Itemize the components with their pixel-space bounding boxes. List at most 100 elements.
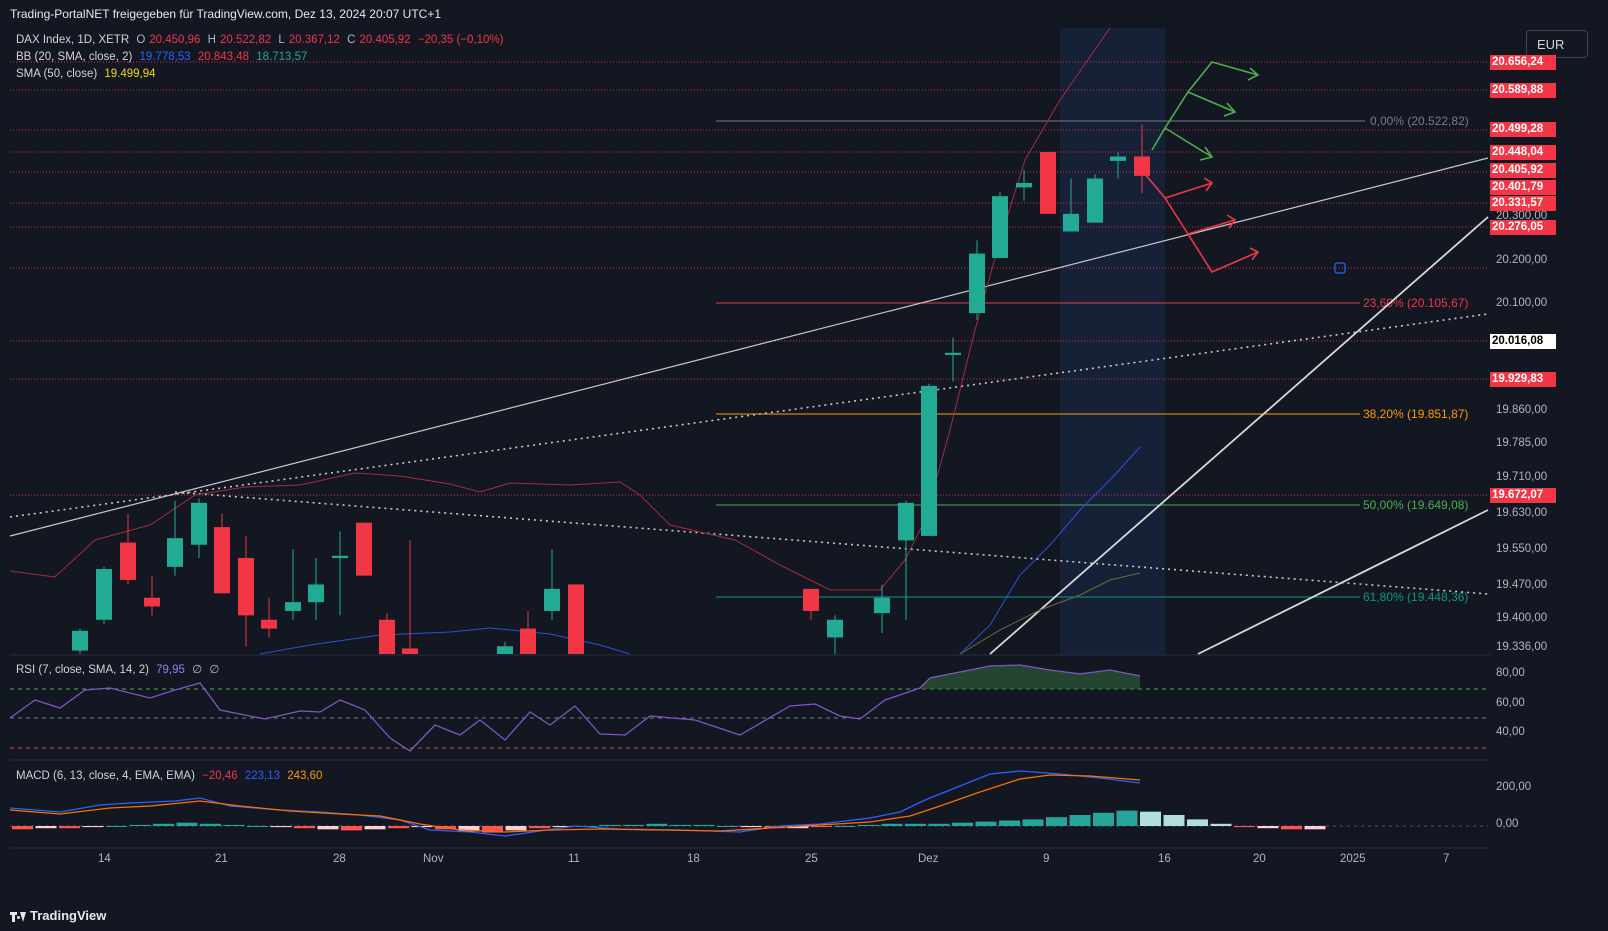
candle-body[interactable] — [191, 502, 207, 545]
arrow-bull-path-3 — [1164, 127, 1213, 158]
arrow-bear-path-3 — [1164, 182, 1213, 199]
legend-rsi-extra-1: ∅ — [192, 664, 203, 676]
candle-body[interactable] — [1087, 178, 1103, 223]
candle-body[interactable] — [1016, 182, 1032, 188]
price-tick: 19.630,00 — [1496, 507, 1548, 519]
macd-bar — [740, 826, 762, 828]
macd-bar — [834, 826, 856, 827]
candle-body[interactable] — [308, 584, 324, 603]
arrow-bull-path-2 — [1187, 91, 1236, 113]
candle-body[interactable] — [214, 527, 230, 594]
legend-bb-basis: 19.778,53 — [139, 51, 191, 63]
candle-body[interactable] — [332, 555, 348, 558]
currency-button[interactable]: EUR — [1526, 30, 1588, 58]
macd-tick: 0,00 — [1496, 818, 1519, 830]
candle-body[interactable] — [120, 542, 136, 581]
candle-body[interactable] — [827, 619, 843, 638]
candle-body[interactable] — [945, 352, 961, 356]
macd-bar — [858, 824, 879, 826]
candle-body[interactable] — [144, 597, 160, 607]
hline-group — [10, 61, 1488, 496]
trendline-upper[interactable] — [9, 157, 1489, 537]
price-tick: 19.550,00 — [1496, 543, 1548, 555]
legend-sma-title: SMA (50, close) — [16, 68, 98, 80]
macd-bar — [200, 823, 221, 826]
macd-bar — [482, 826, 503, 833]
rsi-tick: 80,00 — [1496, 667, 1525, 679]
candle-body[interactable] — [544, 588, 560, 611]
selection-handle[interactable] — [1334, 262, 1346, 274]
channel-line-1[interactable] — [989, 216, 1489, 655]
legend-macd-value: 223,13 — [244, 770, 281, 782]
candle-body[interactable] — [72, 630, 88, 651]
candle-body[interactable] — [167, 538, 183, 567]
macd-bar — [1234, 826, 1255, 828]
candle-body[interactable] — [568, 584, 584, 654]
legend-c-label: C — [347, 34, 356, 46]
candle-body[interactable] — [238, 557, 254, 616]
trendline-dotted-up[interactable] — [9, 313, 1489, 518]
macd-bar — [1304, 826, 1326, 830]
price-tick: 19.860,00 — [1496, 404, 1548, 416]
legend-rsi: RSI (7, close, SMA, 14, 2) 79,95 ∅ ∅ — [16, 662, 223, 676]
macd-bar — [106, 826, 127, 827]
macd-bar — [717, 826, 738, 827]
x-tick: 28 — [333, 853, 346, 865]
arrow-bull-head-1 — [1247, 67, 1260, 81]
macd-bar — [364, 826, 386, 830]
fib-label-618: 61,80% (19.448,36) — [1363, 590, 1468, 604]
price-label: 20.499,28 — [1490, 122, 1556, 137]
candle-body[interactable] — [874, 597, 890, 614]
header-title: Trading-PortalNET freigegeben für Tradin… — [10, 7, 442, 21]
candle-body[interactable] — [96, 569, 112, 620]
x-tick: Nov — [423, 853, 444, 865]
candle-body[interactable] — [969, 253, 985, 314]
candle-body[interactable] — [921, 385, 937, 536]
macd-bar — [388, 826, 409, 829]
candle-body[interactable] — [520, 628, 536, 654]
candle-body[interactable] — [992, 196, 1008, 258]
macd-bar — [670, 824, 691, 826]
candle-body[interactable] — [497, 646, 513, 654]
chart-area-bg — [10, 28, 1488, 898]
scenario-arrows-bullish — [1151, 61, 1260, 161]
candle-body[interactable] — [379, 619, 395, 654]
legend-rsi-title: RSI (7, close, SMA, 14, 2) — [16, 664, 149, 676]
x-tick: 20 — [1253, 853, 1266, 865]
price-tick: 19.785,00 — [1496, 437, 1548, 449]
legend-sma: SMA (50, close) 19.499,94 — [16, 68, 160, 80]
candle-body[interactable] — [898, 502, 914, 541]
channel-line-2[interactable] — [1197, 509, 1489, 655]
macd-bar — [693, 824, 715, 826]
price-tick: 19.400,00 — [1496, 612, 1548, 624]
rsi-tick: 40,00 — [1496, 726, 1525, 738]
rsi-overbought-fill — [920, 665, 1140, 689]
candle-body[interactable] — [1040, 152, 1056, 214]
macd-bar — [1163, 815, 1185, 826]
legend-bb-lower: 18.713,57 — [256, 51, 308, 63]
candle-body[interactable] — [356, 522, 372, 576]
legend-l-label: L — [278, 34, 285, 46]
candle-body[interactable] — [402, 648, 418, 654]
candle-body[interactable] — [1110, 156, 1126, 161]
candle-body[interactable] — [803, 588, 819, 611]
legend-open: 20.450,96 — [149, 34, 201, 46]
candle-body[interactable] — [285, 602, 301, 611]
candle-body[interactable] — [1063, 213, 1079, 232]
price-label: 20.448,04 — [1490, 145, 1556, 160]
macd-bar — [811, 826, 832, 828]
x-tick: 11 — [568, 853, 580, 865]
price-label: 19.672,07 — [1490, 488, 1556, 503]
candle-body[interactable] — [1134, 156, 1150, 176]
fib-label-50: 50,00% (19.649,08) — [1363, 498, 1468, 512]
bb-basis-left — [259, 627, 631, 655]
macd-bar — [458, 826, 480, 832]
macd-bar — [1046, 817, 1067, 826]
candle-body[interactable] — [261, 619, 277, 629]
macd-bar — [1210, 823, 1232, 826]
legend-change: −20,35 (−0,10%) — [417, 34, 504, 46]
price-label: 20.016,08 — [1490, 334, 1556, 349]
tradingview-logo[interactable]: TradingView — [10, 908, 106, 923]
macd-bar — [1022, 819, 1044, 826]
